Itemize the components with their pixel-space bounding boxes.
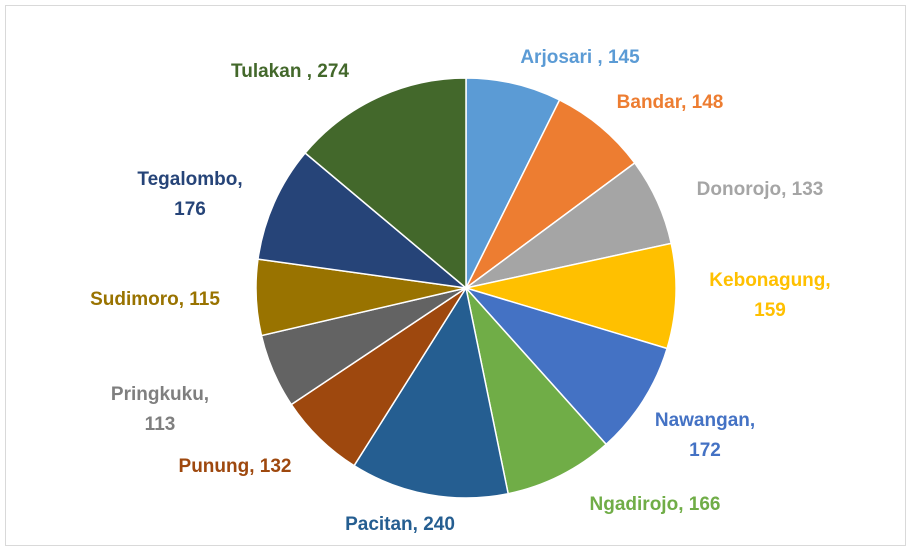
data-label: Nawangan, 172 [655,410,755,461]
pie-slice [463,242,677,350]
pie-slice [353,286,510,499]
data-label: Donorojo, 133 [697,179,824,200]
pie-slice [464,285,608,495]
pie-slice [463,286,669,446]
data-label: Kebonagung, 159 [709,270,830,321]
data-label: Sudimoro, 115 [90,289,220,310]
pie-slice [465,98,636,289]
data-label: Pacitan, 240 [345,514,455,535]
data-label: Bandar, 148 [617,92,724,113]
data-label: Tulakan , 274 [231,61,349,82]
data-label: Ngadirojo, 166 [590,494,721,515]
pie-slice [304,77,467,290]
pie-slice [257,151,469,290]
data-label: Arjosari , 145 [520,47,640,68]
data-label: Punung, 132 [179,456,292,477]
data-label: Pringkuku, 113 [111,384,209,435]
pie-slice [465,77,561,289]
data-label: Tegalombo, 176 [137,169,242,220]
